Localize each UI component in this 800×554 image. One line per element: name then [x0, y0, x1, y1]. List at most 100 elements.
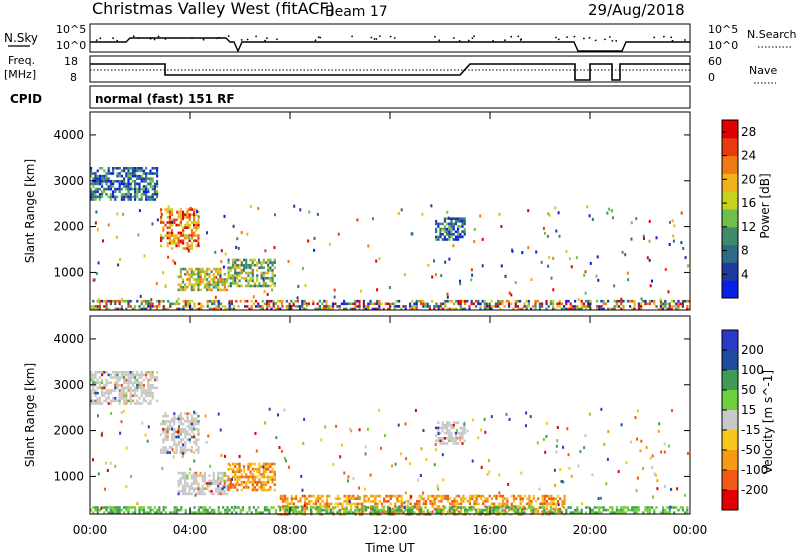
echo-cell [598, 511, 601, 514]
echo-cell [321, 500, 324, 503]
echo-cell [263, 508, 266, 512]
echo-cell [106, 469, 109, 472]
echo-cell [657, 307, 660, 311]
echo-cell [162, 508, 165, 512]
echo-cell [260, 483, 263, 487]
echo-cell [382, 307, 385, 311]
echo-cell [365, 500, 368, 503]
echo-cell [129, 299, 132, 303]
echo-cell [134, 386, 137, 390]
echo-cell [663, 450, 666, 454]
echo-cell [166, 430, 169, 434]
echo-cell [112, 167, 115, 170]
echo-cell [162, 226, 165, 229]
echo-cell [376, 307, 379, 311]
echo-cell [120, 193, 123, 196]
echo-cell [193, 234, 196, 237]
echo-cell [138, 198, 141, 201]
echo-cell [646, 302, 649, 306]
echo-cell [450, 431, 453, 435]
echo-cell [245, 486, 248, 489]
echo-cell [208, 506, 211, 509]
echo-cell [667, 290, 670, 294]
echo-cell [123, 389, 126, 392]
echo-cell [267, 475, 270, 479]
echo-cell [393, 305, 396, 308]
echo-cell [131, 371, 134, 374]
echo-cell [466, 299, 469, 303]
echo-cell [580, 307, 583, 311]
echo-cell [116, 373, 119, 377]
echo-cell [101, 193, 104, 196]
echo-cell [186, 477, 189, 480]
freq-tick-top: 18 [64, 55, 78, 68]
echo-cell [166, 433, 169, 436]
echo-cell [380, 302, 383, 306]
echo-cell [182, 299, 185, 303]
echo-cell [585, 299, 588, 303]
echo-cell [407, 503, 409, 507]
echo-cell [229, 463, 231, 467]
echo-cell [463, 230, 466, 233]
echo-cell [196, 210, 199, 214]
echo-cell [227, 271, 230, 275]
echo-cell [446, 494, 450, 498]
nsky-label: N.Sky [4, 31, 38, 45]
echo-cell [422, 299, 425, 303]
echo-cell [162, 420, 165, 423]
echo-cell [552, 497, 555, 500]
echo-cell [112, 169, 115, 173]
echo-cell [659, 302, 662, 306]
echo-cell [149, 172, 152, 175]
echo-cell [383, 497, 386, 500]
echo-cell [94, 391, 97, 395]
echo-cell [576, 506, 579, 509]
echo-cell [147, 425, 150, 429]
echo-cell [461, 506, 464, 509]
echo-cell [197, 270, 200, 273]
echo-cell [582, 305, 585, 308]
echo-cell [343, 494, 346, 498]
echo-cell [600, 305, 603, 308]
echo-cell [197, 218, 200, 222]
echo-cell [264, 465, 268, 468]
echo-cell [225, 492, 229, 496]
echo-cell [101, 180, 104, 183]
echo-cell [125, 485, 128, 488]
echo-cell [206, 305, 209, 308]
echo-cell [217, 492, 220, 496]
echo-cell [420, 447, 423, 451]
echo-cell [426, 302, 429, 306]
echo-cell [633, 307, 636, 311]
echo-cell [118, 307, 121, 311]
echo-cell [105, 302, 108, 306]
echo-cell [227, 483, 230, 487]
echo-cell [98, 307, 101, 311]
echo-cell [140, 180, 143, 183]
echo-cell [217, 511, 220, 514]
echo-cell [577, 298, 580, 302]
echo-cell [107, 180, 110, 183]
echo-cell [439, 439, 442, 443]
echo-cell [134, 402, 137, 405]
echo-cell [210, 270, 213, 273]
echo-cell [446, 227, 449, 231]
echo-cell [186, 417, 189, 421]
echo-cell [419, 474, 422, 477]
echo-cell [197, 244, 200, 248]
echo-cell [559, 468, 562, 471]
echo-cell [450, 426, 453, 430]
echo-cell [273, 266, 276, 270]
echo-cell [223, 482, 226, 485]
echo-cell [457, 220, 460, 223]
echo-cell [182, 226, 185, 229]
echo-cell [208, 283, 211, 286]
echo-cell [142, 511, 145, 514]
echo-cell [147, 198, 150, 201]
echo-cell [90, 195, 93, 199]
echo-cell [618, 508, 621, 512]
nsky-point [557, 38, 560, 41]
echo-cell [179, 240, 182, 244]
echo-cell [127, 376, 130, 379]
